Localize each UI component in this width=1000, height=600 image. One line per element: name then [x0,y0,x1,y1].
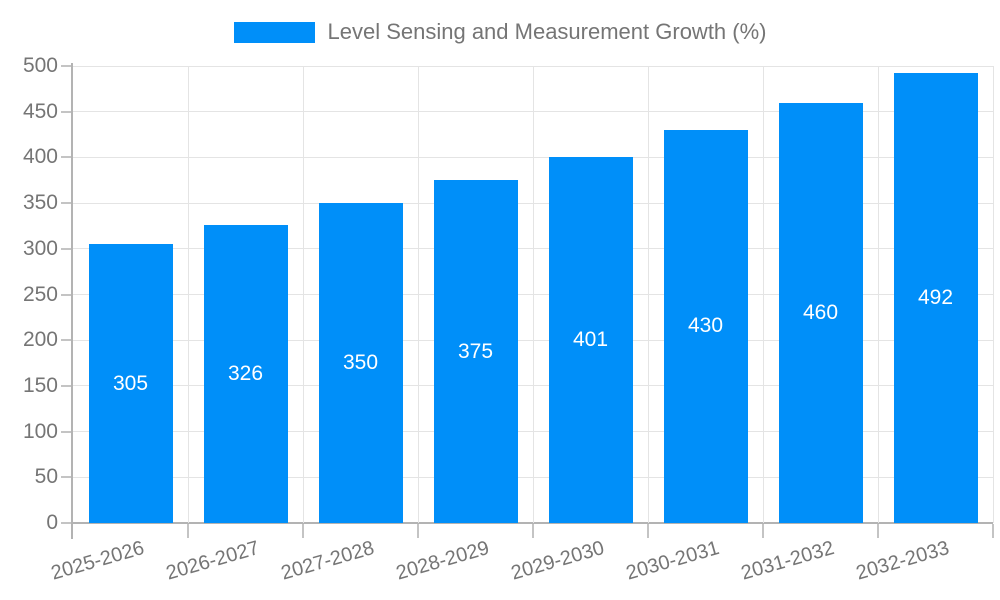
y-axis-tick [61,476,71,479]
y-axis-tick-label: 100 [22,419,58,443]
y-axis-tick-label: 350 [22,191,58,215]
vertical-gridline [532,66,534,523]
bar-value-label: 305 [112,371,149,395]
y-axis-tick [61,384,71,387]
x-axis-tick [877,524,879,538]
y-axis-tick [61,522,71,524]
x-axis-tick [302,524,304,538]
y-axis-tick [61,293,71,296]
legend-label: Level Sensing and Measurement Growth (%) [327,19,767,44]
bar[interactable]: 305 [88,244,173,523]
y-axis-tick-label: 150 [22,373,58,397]
plot-area: 305 326 350 375 401 430 460 492 [61,63,994,539]
bar[interactable]: 375 [433,180,518,523]
bar[interactable]: 430 [663,129,748,523]
bar[interactable]: 492 [893,73,978,523]
bar[interactable]: 401 [548,156,633,523]
x-axis-tick-label: 2026-2027 [163,537,262,585]
bar-value-label: 326 [227,362,264,386]
bar-value-label: 375 [457,339,494,363]
y-axis-tick-label: 50 [34,465,58,489]
bar[interactable]: 460 [778,102,863,523]
y-axis-tick-label: 250 [22,282,58,306]
y-axis-tick-label: 300 [22,236,58,260]
vertical-gridline [992,66,994,523]
x-axis-tick-label: 2031-2032 [738,537,837,585]
x-axis-tick-label: 2028-2029 [393,537,492,585]
bar-value-label: 460 [802,300,839,324]
y-axis-tick-label: 0 [46,511,58,534]
y-axis-labels: 0 50 100 150 200 250 300 350 400 450 500 [0,54,60,534]
x-axis-tick [762,524,764,538]
x-axis-tick [992,524,994,538]
y-axis-tick [61,430,71,433]
vertical-gridline [417,66,419,523]
x-axis-tick-label: 2027-2028 [278,537,377,585]
y-axis-tick [61,247,71,250]
x-axis-tick [647,524,649,538]
x-axis-tick-label: 2029-2030 [508,537,607,585]
bar[interactable]: 350 [318,203,403,523]
bar[interactable]: 326 [203,225,288,523]
y-axis-tick [61,156,71,159]
legend: Level Sensing and Measurement Growth (%) [0,16,1000,48]
x-axis-tick-label: 2032-2033 [853,537,952,585]
bar-value-label: 492 [917,286,954,310]
x-axis-tick-label: 2030-2031 [623,537,722,585]
x-axis-tick [532,524,534,538]
x-axis-labels: 2025-2026 2026-2027 2027-2028 2028-2029 2029… [49,523,993,600]
y-axis-line [71,63,73,539]
y-axis-tick-label: 400 [22,145,58,169]
y-axis-tick [61,65,71,67]
y-axis-tick-label: 200 [22,328,58,352]
vertical-gridline [647,66,649,523]
x-axis-tick [187,524,189,538]
y-axis-tick-label: 500 [22,54,58,77]
y-axis-tick-label: 450 [22,99,58,123]
bar-value-label: 401 [572,327,609,351]
vertical-gridline [877,66,879,523]
y-axis-tick [61,339,71,342]
y-axis-tick [61,110,71,113]
y-axis-tick [61,202,71,205]
bar-value-label: 430 [687,314,724,338]
vertical-gridline [302,66,304,523]
x-axis-line [73,522,993,524]
x-axis-tick [417,524,419,538]
legend-swatch[interactable] [233,21,315,43]
vertical-gridline [187,66,189,523]
bar-value-label: 350 [342,351,379,375]
x-axis-tick-label: 2025-2026 [48,537,147,585]
vertical-gridline [762,66,764,523]
